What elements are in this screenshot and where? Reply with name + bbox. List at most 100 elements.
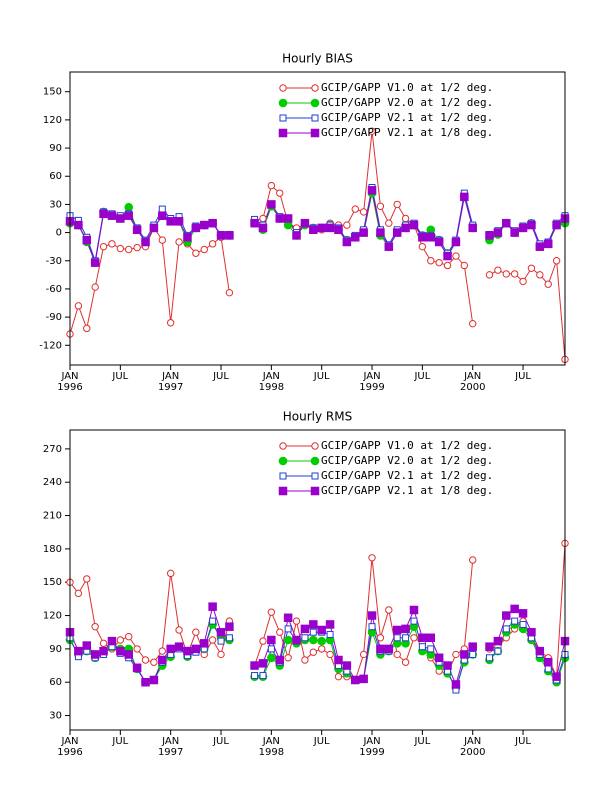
marker bbox=[367, 186, 377, 195]
year-label: 2000 bbox=[460, 382, 485, 393]
legend-marker bbox=[278, 486, 288, 496]
y-tick-label: 90 bbox=[49, 644, 62, 655]
marker bbox=[351, 233, 360, 242]
marker bbox=[325, 620, 335, 629]
marker bbox=[116, 646, 125, 656]
marker bbox=[351, 675, 360, 685]
marker bbox=[141, 237, 150, 247]
marker bbox=[216, 231, 226, 240]
marker bbox=[250, 218, 259, 228]
marker bbox=[124, 202, 134, 212]
marker bbox=[401, 624, 410, 634]
marker bbox=[141, 656, 150, 664]
marker bbox=[402, 634, 410, 642]
marker bbox=[225, 231, 234, 240]
marker bbox=[443, 661, 452, 670]
marker bbox=[393, 650, 401, 659]
marker bbox=[392, 625, 402, 635]
y-tick-label: 180 bbox=[43, 544, 62, 555]
marker bbox=[108, 240, 116, 248]
marker bbox=[385, 606, 393, 614]
marker bbox=[502, 611, 511, 620]
marker bbox=[91, 283, 99, 291]
marker bbox=[418, 233, 427, 242]
marker bbox=[469, 556, 477, 564]
y-tick-label: 240 bbox=[43, 477, 62, 488]
marker bbox=[74, 302, 83, 310]
legend-label: GCIP/GAPP V2.0 at 1/2 deg. bbox=[321, 454, 493, 467]
marker bbox=[535, 242, 545, 251]
marker bbox=[276, 189, 284, 197]
y-tick-label: -30 bbox=[46, 256, 62, 267]
marker bbox=[166, 319, 175, 327]
x-tick-label: JUL bbox=[514, 371, 531, 382]
marker bbox=[125, 632, 133, 641]
legend-marker bbox=[310, 98, 320, 108]
marker bbox=[82, 235, 92, 245]
marker bbox=[409, 220, 419, 230]
marker bbox=[300, 624, 310, 634]
marker bbox=[510, 604, 519, 614]
y-tick-label: 30 bbox=[49, 199, 62, 210]
marker bbox=[351, 205, 359, 213]
x-tick-label: JAN bbox=[161, 736, 179, 747]
marker bbox=[174, 217, 184, 226]
marker bbox=[511, 617, 519, 625]
marker bbox=[468, 642, 477, 651]
marker bbox=[133, 243, 141, 252]
marker bbox=[368, 623, 376, 631]
marker bbox=[158, 211, 167, 220]
marker bbox=[543, 239, 553, 249]
marker bbox=[418, 242, 427, 251]
marker bbox=[267, 181, 276, 190]
marker bbox=[267, 200, 276, 209]
marker bbox=[552, 220, 561, 230]
marker bbox=[301, 656, 309, 664]
x-tick-label: JUL bbox=[313, 736, 330, 747]
marker bbox=[74, 646, 83, 656]
marker bbox=[208, 636, 217, 644]
y-tick-label: -90 bbox=[46, 312, 62, 323]
marker bbox=[518, 223, 528, 233]
marker bbox=[451, 680, 461, 689]
marker bbox=[149, 223, 159, 233]
marker bbox=[300, 218, 310, 228]
marker bbox=[283, 635, 293, 645]
x-tick-label: JAN bbox=[60, 371, 78, 382]
marker bbox=[426, 233, 436, 242]
marker bbox=[183, 646, 192, 656]
marker bbox=[309, 225, 318, 235]
x-tick-label: JAN bbox=[463, 371, 481, 382]
marker bbox=[460, 650, 469, 659]
marker bbox=[250, 661, 259, 670]
marker bbox=[251, 672, 259, 680]
marker bbox=[552, 257, 561, 265]
x-tick-label: JAN bbox=[362, 736, 380, 747]
marker bbox=[326, 630, 334, 638]
x-tick-label: JAN bbox=[262, 736, 280, 747]
marker bbox=[510, 270, 519, 278]
marker bbox=[99, 242, 108, 251]
marker bbox=[359, 208, 368, 216]
marker bbox=[342, 237, 352, 247]
marker bbox=[393, 634, 401, 642]
marker bbox=[325, 223, 335, 233]
year-label: 1998 bbox=[259, 747, 284, 758]
marker bbox=[317, 645, 326, 653]
x-tick-label: JUL bbox=[212, 736, 229, 747]
marker bbox=[309, 648, 318, 656]
marker bbox=[258, 659, 268, 668]
marker bbox=[543, 657, 553, 667]
marker bbox=[485, 271, 494, 279]
marker bbox=[283, 214, 293, 223]
marker bbox=[301, 634, 309, 642]
legend-label: GCIP/GAPP V1.0 at 1/2 deg. bbox=[321, 439, 493, 452]
marker bbox=[267, 645, 275, 653]
marker bbox=[393, 200, 401, 209]
marker bbox=[460, 192, 469, 202]
marker bbox=[292, 635, 301, 645]
y-tick-label: 90 bbox=[49, 143, 62, 154]
marker bbox=[376, 228, 385, 237]
legend-marker bbox=[311, 442, 319, 450]
plot-frame bbox=[69, 429, 566, 731]
